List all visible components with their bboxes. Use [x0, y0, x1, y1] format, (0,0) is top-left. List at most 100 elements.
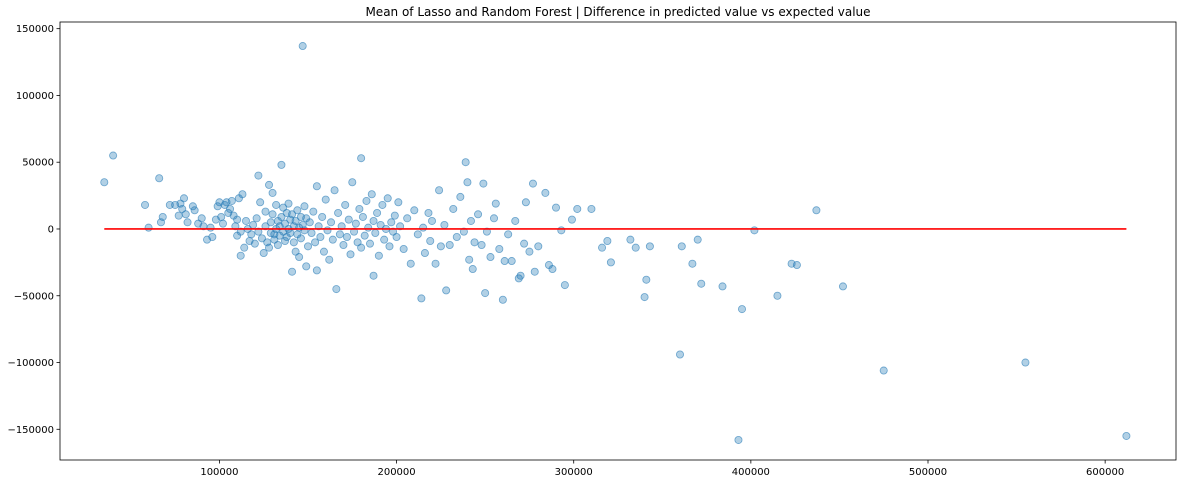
data-point [459, 227, 468, 236]
data-point [268, 210, 277, 219]
y-tick-label: −50000 [14, 291, 54, 302]
data-point [181, 210, 190, 219]
data-point [174, 211, 183, 220]
data-point [247, 230, 256, 239]
data-point [486, 253, 495, 262]
data-point [642, 275, 651, 284]
data-point [327, 218, 336, 227]
y-tick-label: −100000 [7, 358, 54, 369]
data-point [507, 257, 516, 266]
data-point [261, 207, 270, 216]
data-point [341, 200, 350, 209]
data-point [348, 178, 357, 187]
data-point [750, 226, 759, 235]
data-point [318, 212, 327, 221]
data-point [541, 188, 550, 197]
y-tick-label: 150000 [16, 24, 54, 35]
data-point [645, 242, 654, 251]
data-point [280, 236, 289, 245]
data-point [316, 232, 325, 241]
data-point [335, 230, 344, 239]
data-point [339, 241, 348, 250]
data-point [548, 265, 557, 274]
data-point [300, 226, 309, 235]
data-point [337, 222, 346, 231]
data-point [424, 208, 433, 217]
y-tick-label: 0 [48, 224, 54, 235]
data-point [463, 178, 472, 187]
data-point [879, 366, 888, 375]
data-point [266, 218, 275, 227]
data-point [357, 154, 366, 163]
data-point [426, 236, 435, 245]
data-point [158, 212, 167, 221]
data-point [477, 241, 486, 250]
data-point [295, 253, 304, 262]
data-point [466, 216, 475, 225]
y-tick-label: 100000 [16, 91, 54, 102]
data-point [272, 200, 281, 209]
data-point [190, 206, 199, 215]
data-point [286, 228, 295, 237]
data-point [332, 285, 341, 294]
data-point [445, 241, 454, 250]
data-point [342, 232, 351, 241]
data-point [236, 227, 245, 236]
data-point [261, 222, 270, 231]
data-point [792, 261, 801, 270]
data-point [300, 202, 309, 211]
data-point [312, 182, 321, 191]
data-point [470, 238, 479, 247]
data-point [552, 203, 561, 212]
data-point [380, 235, 389, 244]
data-point [468, 265, 477, 274]
data-point [482, 227, 491, 236]
data-point [491, 199, 500, 208]
data-point [631, 243, 640, 252]
data-point [369, 216, 378, 225]
data-point [697, 279, 706, 288]
data-point [259, 249, 268, 258]
data-point [479, 179, 488, 188]
data-point [254, 171, 263, 180]
plot-frame [59, 21, 1177, 461]
data-point [413, 230, 422, 239]
data-point [183, 218, 192, 227]
data-point [676, 350, 685, 359]
data-point [328, 235, 337, 244]
data-point [773, 291, 782, 300]
data-point [419, 223, 428, 232]
data-point [302, 262, 311, 271]
x-tick-label: 500000 [909, 467, 947, 478]
data-point [481, 289, 490, 298]
data-point [474, 210, 483, 219]
data-point [373, 208, 382, 217]
data-point [530, 267, 539, 276]
data-point [378, 200, 387, 209]
data-point [560, 281, 569, 290]
data-point [427, 216, 436, 225]
data-point [312, 266, 321, 275]
data-point [284, 199, 293, 208]
data-point [442, 286, 451, 295]
y-tick-label: −150000 [7, 425, 54, 436]
data-point [392, 232, 401, 241]
data-point [718, 282, 727, 291]
data-point [385, 242, 394, 251]
data-point [233, 215, 242, 224]
data-point [273, 241, 282, 250]
data-point [277, 160, 286, 169]
data-point [520, 239, 529, 248]
data-point [383, 194, 392, 203]
data-point [355, 204, 364, 213]
data-point [603, 236, 612, 245]
data-point [197, 214, 206, 223]
chart-title: Mean of Lasso and Random Forest | Differ… [365, 5, 870, 19]
data-point [249, 220, 258, 229]
data-point [351, 219, 360, 228]
data-point [303, 242, 312, 251]
data-point [440, 220, 449, 229]
data-point [626, 235, 635, 244]
data-point [291, 216, 300, 225]
